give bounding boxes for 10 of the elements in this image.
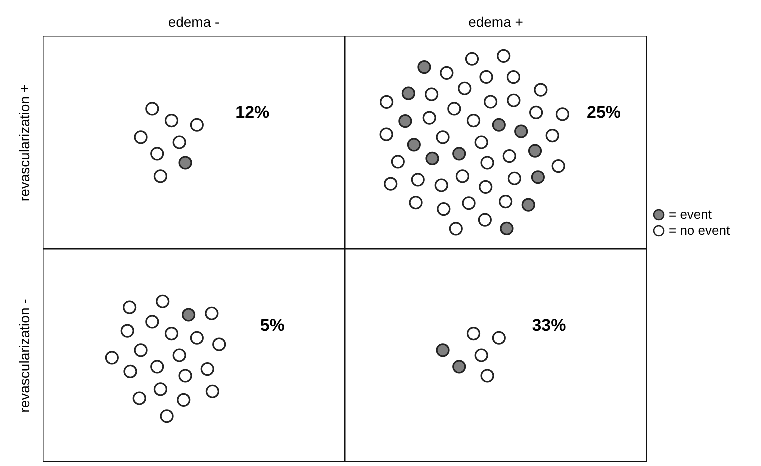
annotation: = event [669,207,712,223]
y-tick-label: revascularization - [16,298,33,414]
data-label: 33% [532,316,566,336]
data-label: 25% [587,102,622,122]
y-tick-label: revascularization + [16,82,33,204]
x-tick-label: edema + [468,14,524,30]
data-label: 12% [236,102,270,122]
annotation: = no event [669,223,730,239]
data-label: 5% [260,316,285,336]
x-tick-label: edema - [167,14,221,30]
